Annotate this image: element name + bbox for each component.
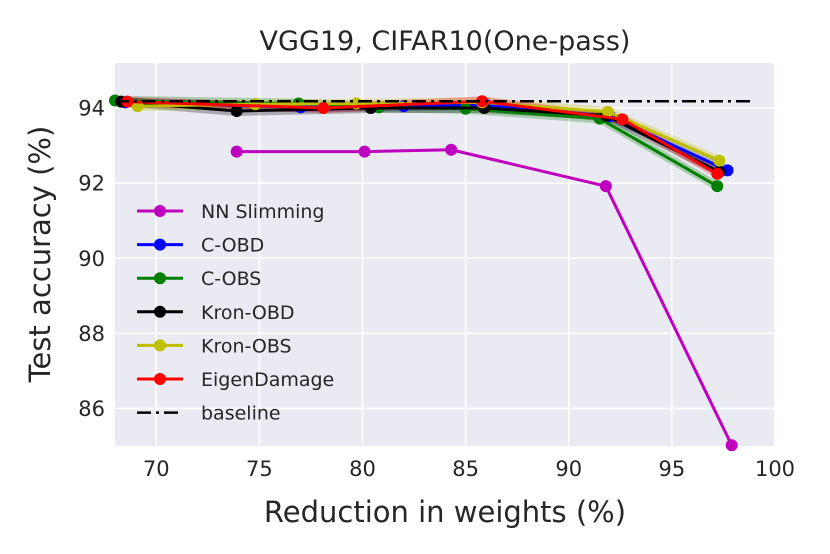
y-tick-label: 88 (78, 322, 105, 346)
x-axis-label: Reduction in weights (%) (264, 495, 626, 529)
legend-marker (154, 272, 166, 285)
legend-label: NN Slimming (201, 201, 324, 223)
y-tick-label: 86 (78, 397, 105, 421)
y-tick-label: 90 (78, 247, 105, 271)
plot-background (115, 63, 775, 446)
data-point (711, 167, 724, 180)
y-tick-labels: 86 88 90 92 94 (78, 97, 105, 421)
legend-marker (154, 205, 166, 217)
legend-marker (154, 238, 166, 251)
legend-marker (154, 373, 166, 385)
x-tick-label: 70 (143, 457, 170, 481)
legend-item-kron-obs: Kron-OBS (137, 335, 292, 357)
x-tick-label: 85 (452, 457, 479, 481)
legend-label: Kron-OBD (201, 302, 295, 324)
data-point (599, 180, 612, 193)
y-tick-label: 94 (78, 97, 105, 121)
legend-item-nn-slimming: NN Slimming (137, 201, 324, 223)
x-tick-label: 80 (349, 457, 376, 481)
x-tick-label: 90 (555, 457, 582, 481)
data-point (711, 180, 724, 193)
legend-label: EigenDamage (201, 369, 334, 391)
legend-item-baseline: baseline (137, 403, 281, 425)
chart-title: VGG19, CIFAR10(One-pass) (260, 26, 631, 57)
x-tick-label: 100 (755, 457, 795, 481)
grid (115, 63, 776, 446)
legend-item-c-obs: C-OBS (137, 268, 261, 290)
x-tick-labels: 70 75 80 85 90 95 100 (143, 457, 795, 481)
data-point (230, 105, 243, 118)
legend-label: Kron-OBS (201, 335, 292, 357)
data-point (230, 145, 243, 158)
series-layer (109, 94, 755, 452)
y-tick-label: 92 (78, 172, 105, 196)
legend-label: C-OBD (201, 235, 264, 257)
data-point (476, 95, 489, 108)
x-tick-label: 95 (659, 457, 686, 481)
legend-marker (154, 305, 166, 318)
x-tick-label: 75 (246, 457, 273, 481)
legend-label: baseline (201, 403, 281, 425)
data-point (358, 145, 371, 158)
legend-label: C-OBS (201, 268, 261, 290)
legend: NN Slimming C-OBD C-OBS Kron-OBD Kron-OBS Eig… (137, 201, 334, 425)
data-point (616, 113, 629, 126)
legend-item-c-obd: C-OBD (137, 235, 264, 257)
y-axis-label: Test accuracy (%) (23, 126, 57, 384)
band-c-obs (115, 95, 718, 192)
legend-item-eigendamage: EigenDamage (137, 369, 334, 391)
series-line (121, 100, 720, 174)
data-point (713, 154, 726, 167)
series-nn-slimming (230, 143, 738, 452)
data-point (445, 143, 458, 156)
data-point (601, 105, 614, 118)
legend-item-kron-obd: Kron-OBD (137, 302, 295, 324)
data-point (317, 102, 330, 115)
legend-marker (154, 339, 166, 352)
data-point (725, 439, 738, 452)
